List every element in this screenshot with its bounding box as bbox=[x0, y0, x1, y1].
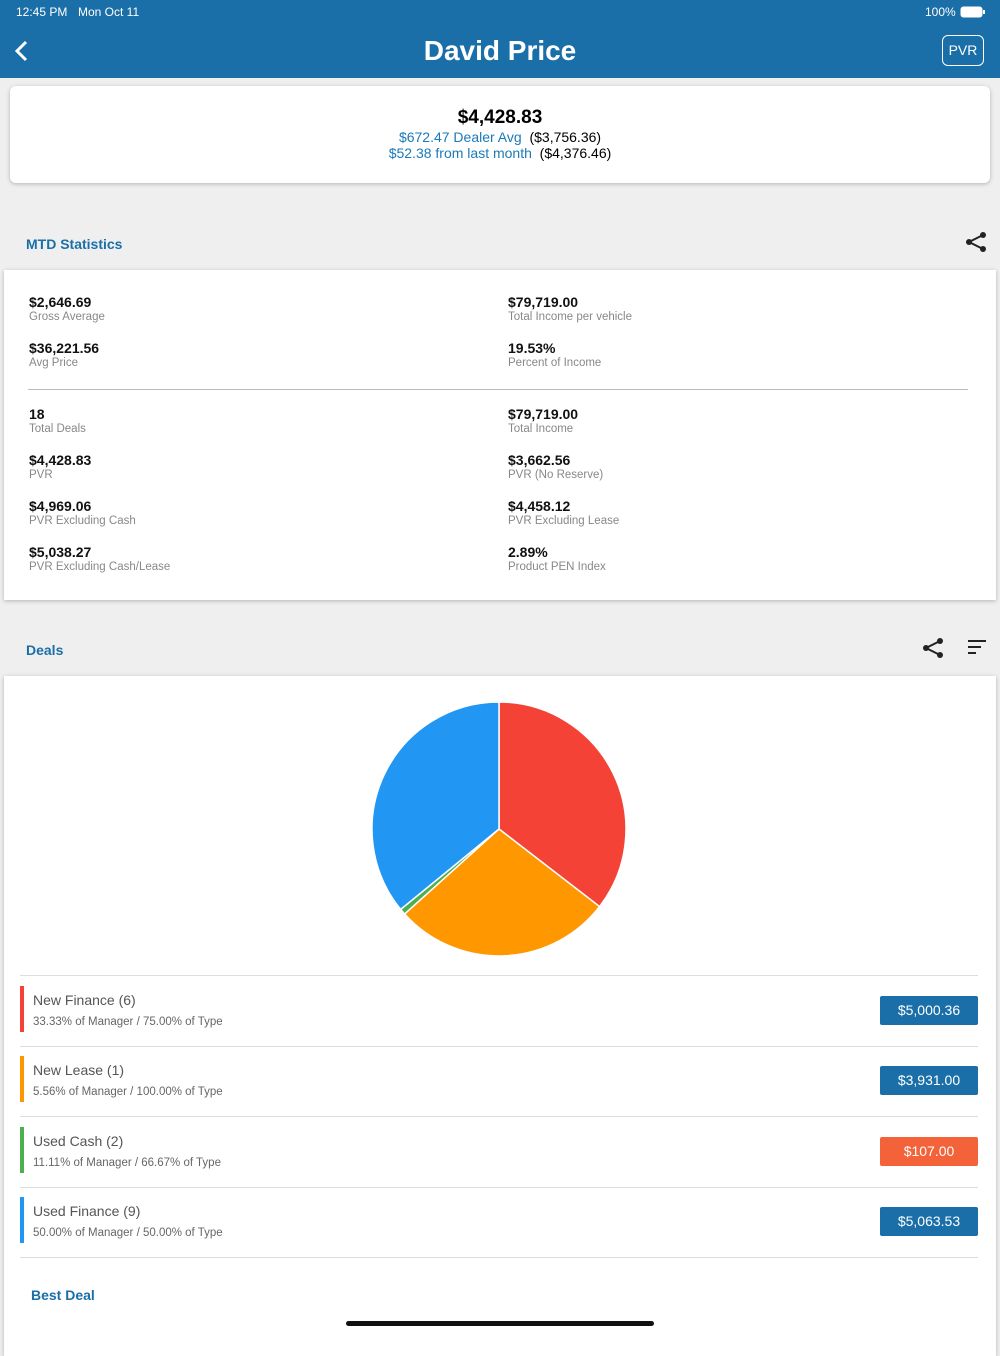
deal-amount: $5,000.36 bbox=[880, 996, 978, 1025]
stat-label: PVR bbox=[29, 469, 53, 481]
deal-amount: $3,931.00 bbox=[880, 1066, 978, 1096]
stat-label: PVR Excluding Cash/Lease bbox=[29, 561, 171, 573]
pvr-value: $4,428.83 bbox=[457, 107, 543, 128]
section-title: MTD Statistics bbox=[26, 236, 123, 252]
divider bbox=[20, 975, 978, 976]
stat-value: $5,038.27 bbox=[29, 544, 92, 560]
stat-label: Gross Average bbox=[29, 311, 105, 323]
stat-value: $4,428.83 bbox=[29, 452, 92, 468]
deal-detail: 50.00% of Manager / 50.00% of Type bbox=[33, 1226, 223, 1239]
stat-value: $79,719.00 bbox=[508, 294, 579, 310]
stat-label: Percent of Income bbox=[508, 357, 602, 369]
title: David Price bbox=[423, 35, 577, 66]
deal-name: Used Cash (2) bbox=[33, 1132, 124, 1149]
dealer-avg: $672.47 Dealer Avg bbox=[398, 129, 522, 145]
stat-label: Total Deals bbox=[29, 423, 86, 435]
dealer-avg-value: ($3,756.36) bbox=[529, 129, 602, 145]
stat-label: Product PEN Index bbox=[508, 561, 606, 573]
deal-amount: $5,063.53 bbox=[880, 1206, 978, 1236]
deal-detail: 5.56% of Manager / 100.00% of Type bbox=[33, 1086, 223, 1099]
mtd-card: $2,646.69 Gross Average $79,719.00 Total In… bbox=[4, 270, 996, 600]
pie-slice bbox=[371, 701, 500, 911]
deal-name: Used Finance (9) bbox=[33, 1202, 141, 1219]
divider bbox=[28, 389, 968, 390]
stat-label: Total Income bbox=[508, 423, 574, 435]
deal-row[interactable]: New Lease (1) 5.56% of Manager / 100.00% … bbox=[20, 1046, 978, 1118]
deal-name: New Lease (1) bbox=[33, 1062, 125, 1079]
deal-name: New Finance (6) bbox=[33, 992, 136, 1008]
share-button[interactable] bbox=[964, 231, 988, 253]
stat-label: Total Income per vehicle bbox=[508, 311, 633, 323]
stat-value: $79,719.00 bbox=[508, 406, 579, 422]
legend-swatch bbox=[20, 1126, 24, 1173]
stat-value: $36,221.56 bbox=[29, 340, 100, 356]
status-time: 12:45 PM bbox=[16, 5, 68, 19]
home-indicator bbox=[346, 1321, 654, 1326]
legend-swatch bbox=[20, 1056, 24, 1103]
legend-swatch bbox=[20, 1196, 24, 1243]
sort-button[interactable] bbox=[966, 638, 988, 656]
stat-value: $4,969.06 bbox=[29, 498, 92, 514]
pie-slice bbox=[498, 701, 627, 908]
summary-card: $4,428.83 $672.47 Dealer Avg ($3,756.36)… bbox=[10, 86, 990, 183]
stat-value: $2,646.69 bbox=[29, 294, 92, 310]
deals-card: Best Deal New Finance (6) 33.33% of Manag… bbox=[4, 676, 996, 1356]
deal-row[interactable]: Used Cash (2) 11.11% of Manager / 66.67% … bbox=[20, 1117, 978, 1188]
pvr-button[interactable]: PVR bbox=[942, 35, 984, 66]
battery-icon bbox=[960, 6, 985, 18]
app-bar: 12:45 PM Mon Oct 11 100% David Price PVR bbox=[0, 0, 1000, 78]
stat-label: PVR (No Reserve) bbox=[508, 469, 604, 481]
deal-amount: $107.00 bbox=[880, 1136, 978, 1166]
stat-value: 19.53% bbox=[508, 340, 556, 356]
last-month: $52.38 from last month bbox=[388, 145, 532, 161]
stat-label: PVR Excluding Cash bbox=[29, 515, 136, 527]
stat-value: 2.89% bbox=[508, 544, 548, 560]
stat-label: Avg Price bbox=[29, 357, 79, 369]
deal-detail: 11.11% of Manager / 66.67% of Type bbox=[33, 1156, 221, 1169]
back-button[interactable] bbox=[10, 38, 34, 64]
legend-swatch bbox=[20, 986, 24, 1032]
deal-detail: 33.33% of Manager / 75.00% of Type bbox=[33, 1016, 223, 1028]
section-title: Best Deal bbox=[31, 1287, 95, 1303]
stat-value: $3,662.56 bbox=[508, 452, 571, 468]
battery: 100% bbox=[925, 5, 956, 19]
pie-slice bbox=[403, 828, 601, 957]
deal-row[interactable]: New Finance (6) 33.33% of Manager / 75.00… bbox=[20, 976, 978, 1047]
pie-chart bbox=[371, 701, 627, 957]
stat-value: $4,458.12 bbox=[508, 498, 571, 514]
deal-row[interactable]: Used Finance (9) 50.00% of Manager / 50.0… bbox=[20, 1187, 978, 1258]
share-button[interactable] bbox=[921, 637, 945, 659]
stat-value: 18 bbox=[29, 406, 45, 422]
last-month-value: ($4,376.46) bbox=[539, 145, 612, 161]
stat-label: PVR Excluding Lease bbox=[508, 515, 620, 527]
section-title: Deals bbox=[26, 642, 64, 658]
status-date: Mon Oct 11 bbox=[78, 5, 140, 19]
